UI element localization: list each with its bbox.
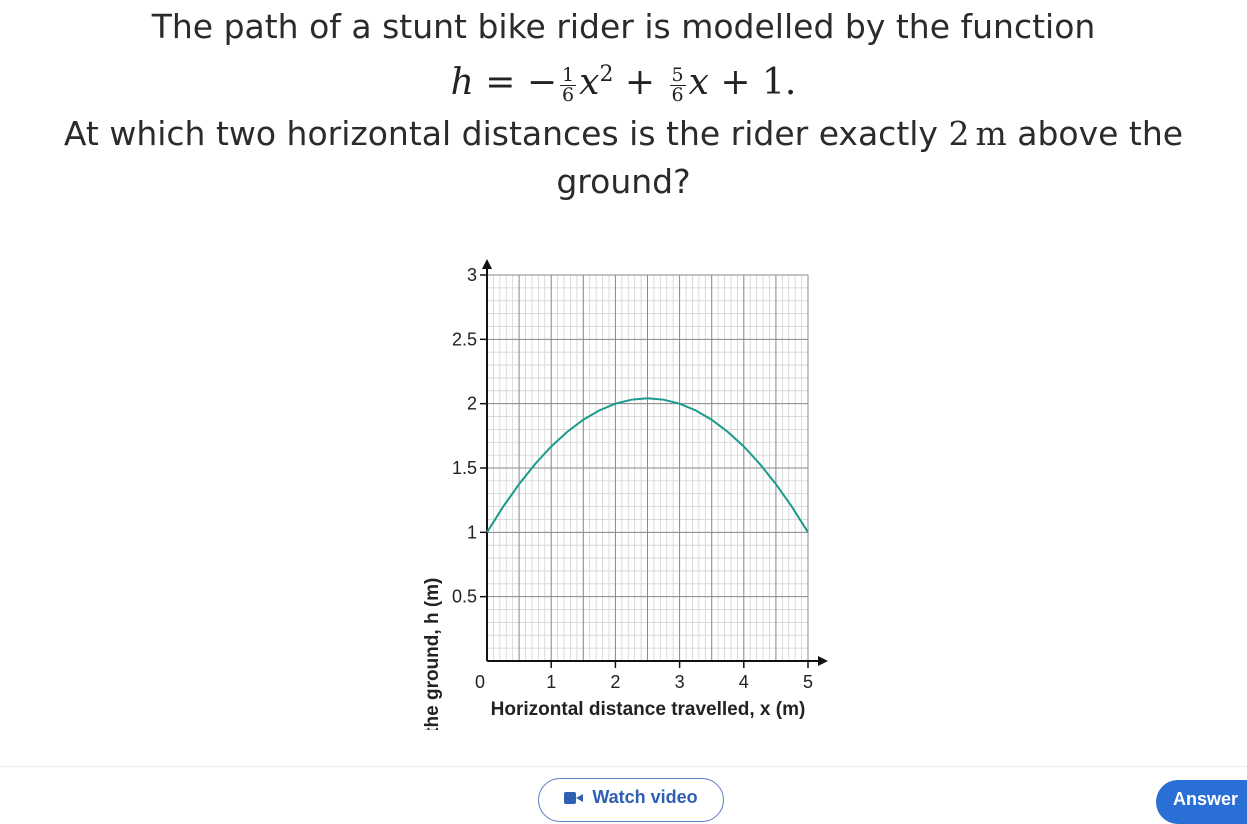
y-tick-label: 3 <box>467 265 477 285</box>
formula-x-squared: x <box>579 62 600 103</box>
question-value: 2 <box>948 114 970 153</box>
grid-major <box>487 274 809 661</box>
y-tick-label: 2 <box>467 394 477 414</box>
x-tick-label: 2 <box>610 672 620 692</box>
y-axis-label: Height above the ground, h (m) <box>422 578 443 730</box>
formula-equals: = <box>485 62 516 103</box>
fraction-numerator: 1 <box>560 63 577 86</box>
y-tick-label: 2.5 <box>452 329 477 349</box>
formula-x: x <box>688 62 709 103</box>
formula-exponent: 2 <box>599 62 614 87</box>
axes <box>482 259 828 666</box>
formula-constant: 1. <box>762 62 797 103</box>
question-line-3-suffix: above the <box>1006 114 1184 153</box>
x-tick-label: 5 <box>803 672 813 692</box>
watch-video-button[interactable]: Watch video <box>538 778 724 822</box>
question-line-1: The path of a stunt bike rider is modell… <box>151 7 1096 46</box>
x-axis-label: Horizontal distance travelled, x (m) <box>491 699 806 720</box>
y-tick-label: 1 <box>467 522 477 542</box>
y-tick-label: 1.5 <box>452 458 477 478</box>
answer-label: Answer <box>1173 789 1239 809</box>
question-line-4: ground? <box>556 162 691 201</box>
y-axis-arrow-icon <box>482 259 492 269</box>
x-tick-label: 4 <box>739 672 749 692</box>
watch-video-label: Watch video <box>592 787 698 807</box>
trajectory-curve <box>486 397 809 533</box>
fraction-denominator: 6 <box>562 83 575 106</box>
x-tick-label: 0 <box>475 672 485 692</box>
video-camera-icon <box>564 791 584 805</box>
fraction-numerator: 5 <box>669 63 686 86</box>
x-tick-label: 1 <box>546 672 556 692</box>
footer-divider <box>0 766 1247 767</box>
curve-layer <box>486 397 809 533</box>
answer-button[interactable]: Answer <box>1156 780 1247 824</box>
question-unit: m <box>975 114 1007 153</box>
question-line-3-prefix: At which two horizontal distances is the… <box>63 114 949 153</box>
ticks: 0 1 2 3 4 5 0.5 1 1.5 2 2.5 3 <box>452 265 813 692</box>
fraction-denominator: 6 <box>671 83 684 106</box>
formula-minus: − <box>526 62 558 103</box>
x-tick-label: 3 <box>675 672 685 692</box>
formula-plus-2: + <box>720 62 751 103</box>
height-graph: 0 1 2 3 4 5 0.5 1 1.5 2 2.5 3 Horizontal distance t… <box>422 259 828 730</box>
x-axis-arrow-icon <box>818 656 828 666</box>
formula-plus-1: + <box>624 62 656 103</box>
question-line-3: At which two horizontal distances is the… <box>0 110 1247 158</box>
formula-h: h <box>450 62 474 103</box>
y-tick-label: 0.5 <box>452 587 477 607</box>
